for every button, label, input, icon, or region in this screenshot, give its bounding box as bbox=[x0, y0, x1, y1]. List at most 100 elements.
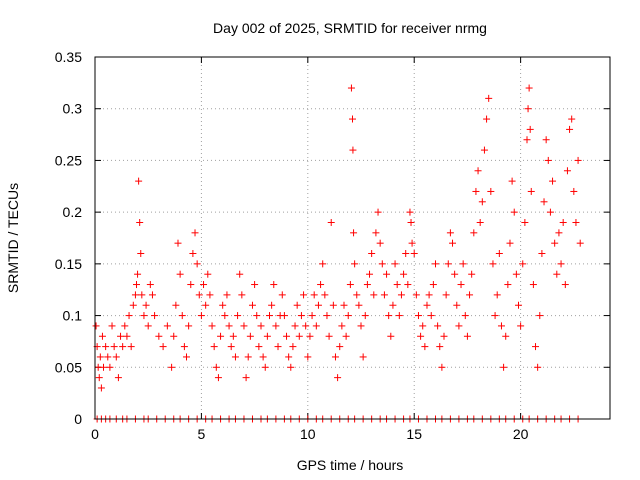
data-point bbox=[527, 187, 535, 195]
data-point bbox=[429, 281, 437, 289]
data-point bbox=[289, 343, 297, 351]
y-tick-label: 0.2 bbox=[63, 204, 83, 220]
data-point bbox=[142, 301, 150, 309]
data-point bbox=[402, 250, 410, 258]
data-point bbox=[195, 291, 203, 299]
data-point bbox=[138, 291, 146, 299]
data-point bbox=[480, 146, 488, 154]
data-point bbox=[368, 250, 376, 258]
data-point bbox=[221, 312, 229, 320]
data-point bbox=[449, 239, 457, 247]
data-point bbox=[112, 353, 120, 361]
data-point bbox=[280, 312, 288, 320]
data-point bbox=[517, 322, 525, 330]
data-point bbox=[219, 301, 227, 309]
data-point bbox=[412, 291, 420, 299]
data-point bbox=[137, 250, 145, 258]
data-point bbox=[489, 260, 497, 268]
data-point bbox=[397, 291, 405, 299]
data-point bbox=[270, 281, 278, 289]
data-point bbox=[255, 343, 263, 351]
data-point bbox=[323, 312, 331, 320]
data-point bbox=[542, 136, 550, 144]
data-point bbox=[306, 332, 314, 340]
data-point bbox=[302, 322, 310, 330]
data-point bbox=[470, 229, 478, 237]
data-point bbox=[104, 353, 112, 361]
data-point bbox=[191, 229, 199, 237]
data-point bbox=[308, 312, 316, 320]
data-point bbox=[336, 343, 344, 351]
data-point bbox=[246, 332, 254, 340]
data-point bbox=[551, 239, 559, 247]
data-point bbox=[540, 198, 548, 206]
data-point bbox=[351, 260, 359, 268]
data-point bbox=[378, 260, 386, 268]
data-point bbox=[197, 312, 205, 320]
data-point bbox=[132, 281, 140, 289]
data-point bbox=[455, 322, 463, 330]
data-point bbox=[285, 353, 293, 361]
data-point bbox=[300, 291, 308, 299]
data-point bbox=[92, 322, 100, 330]
data-point bbox=[327, 218, 335, 226]
data-point bbox=[283, 332, 291, 340]
data-point bbox=[376, 239, 384, 247]
data-point bbox=[251, 281, 259, 289]
data-point bbox=[549, 177, 557, 185]
data-point bbox=[476, 218, 484, 226]
data-point bbox=[144, 322, 152, 330]
data-point bbox=[406, 208, 414, 216]
data-point bbox=[544, 156, 552, 164]
data-point bbox=[361, 312, 369, 320]
data-point bbox=[374, 208, 382, 216]
data-point bbox=[555, 229, 563, 237]
y-tick-label: 0.05 bbox=[55, 359, 82, 375]
data-point bbox=[329, 301, 337, 309]
data-point bbox=[325, 332, 333, 340]
data-point bbox=[395, 312, 403, 320]
data-point bbox=[123, 332, 131, 340]
data-point bbox=[451, 270, 459, 278]
data-point bbox=[242, 374, 250, 382]
data-point bbox=[574, 156, 582, 164]
data-point bbox=[417, 332, 425, 340]
data-point bbox=[425, 291, 433, 299]
data-point bbox=[510, 208, 518, 216]
data-point bbox=[268, 301, 276, 309]
data-point bbox=[387, 332, 395, 340]
data-point bbox=[253, 312, 261, 320]
data-point bbox=[532, 343, 540, 351]
x-ticks: 0 5 10 15 20 bbox=[91, 57, 529, 442]
data-point bbox=[217, 332, 225, 340]
data-point bbox=[508, 177, 516, 185]
data-point bbox=[134, 270, 142, 278]
data-point bbox=[229, 332, 237, 340]
data-point bbox=[174, 239, 182, 247]
data-point bbox=[514, 301, 522, 309]
data-point bbox=[400, 270, 408, 278]
data-point bbox=[183, 353, 191, 361]
data-point bbox=[106, 363, 114, 371]
data-point bbox=[363, 281, 371, 289]
data-point bbox=[559, 218, 567, 226]
data-point bbox=[148, 291, 156, 299]
data-point bbox=[497, 322, 505, 330]
data-point bbox=[563, 167, 571, 175]
data-point bbox=[95, 374, 103, 382]
data-point bbox=[108, 322, 116, 330]
data-point bbox=[561, 281, 569, 289]
data-point bbox=[355, 301, 363, 309]
data-point bbox=[485, 94, 493, 102]
data-point bbox=[346, 281, 354, 289]
data-point bbox=[419, 322, 427, 330]
data-point bbox=[278, 291, 286, 299]
data-point bbox=[189, 250, 197, 258]
data-point bbox=[524, 105, 532, 113]
data-point bbox=[176, 270, 184, 278]
data-point bbox=[287, 363, 295, 371]
data-point bbox=[440, 332, 448, 340]
data-point bbox=[312, 322, 320, 330]
data-point bbox=[472, 187, 480, 195]
